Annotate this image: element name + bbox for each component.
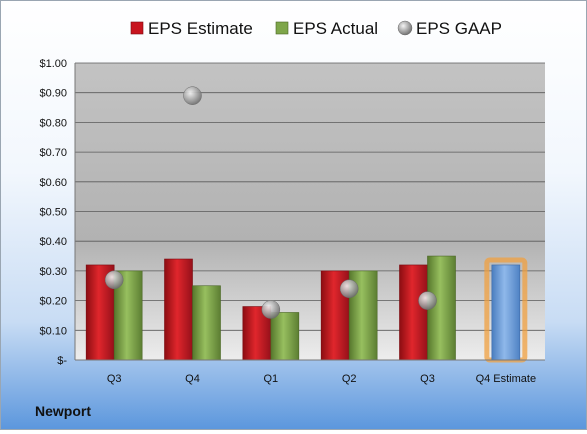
bar-eps-actual (270, 312, 300, 361)
bars (75, 255, 545, 363)
y-tick-label: $0.60 (39, 177, 67, 189)
y-tick-label: $- (57, 355, 67, 367)
marker-eps-gaap (104, 270, 124, 290)
legend-swatch (130, 21, 144, 35)
marker-eps-gaap (183, 86, 202, 105)
bar-eps-estimate-future (491, 264, 521, 361)
x-tick-label: Q3 (420, 373, 435, 385)
y-tick-label: $0.20 (39, 296, 67, 308)
bar-eps-estimate (399, 264, 428, 361)
marker-eps-gaap (261, 300, 281, 319)
x-tick-label: Q4 (185, 373, 200, 385)
x-tick-label: Q3 (107, 373, 122, 385)
y-tick-label: $0.30 (39, 266, 67, 278)
x-axis: Q3 Q4 Q1 Q2 Q3 Q4 Estimate (107, 373, 536, 385)
y-tick-label: $0.10 (39, 325, 67, 337)
y-axis: $- $0.10 $0.20 $0.30 $0.40 $0.50 $0.60 $0.70 $0.… (39, 58, 76, 367)
x-tick-label: Q4 Estimate (476, 373, 537, 385)
legend-swatch (275, 21, 289, 35)
legend-swatch (397, 20, 413, 36)
marker-eps-gaap (339, 279, 359, 298)
legend-label: EPS Actual (293, 19, 378, 38)
y-tick-label: $1.00 (39, 58, 67, 70)
legend-label: EPS GAAP (416, 19, 502, 38)
y-tick-label: $0.50 (39, 207, 67, 219)
y-tick-label: $0.40 (39, 236, 67, 248)
gridlines (75, 62, 545, 361)
x-tick-label: Q1 (263, 373, 278, 385)
bar-eps-estimate (164, 258, 193, 361)
marker-eps-gaap (418, 291, 437, 310)
y-tick-label: $0.70 (39, 147, 67, 159)
company-name: Newport (35, 403, 91, 419)
x-tick-label: Q2 (342, 373, 357, 385)
y-tick-label: $0.80 (39, 117, 67, 129)
bar-eps-estimate (85, 264, 115, 361)
y-tick-label: $0.90 (39, 88, 67, 100)
legend: EPS Estimate EPS Actual EPS GAAP (130, 19, 502, 38)
gaap-markers (104, 86, 437, 319)
legend-label: EPS Estimate (148, 19, 253, 38)
bar-eps-actual (192, 285, 221, 361)
